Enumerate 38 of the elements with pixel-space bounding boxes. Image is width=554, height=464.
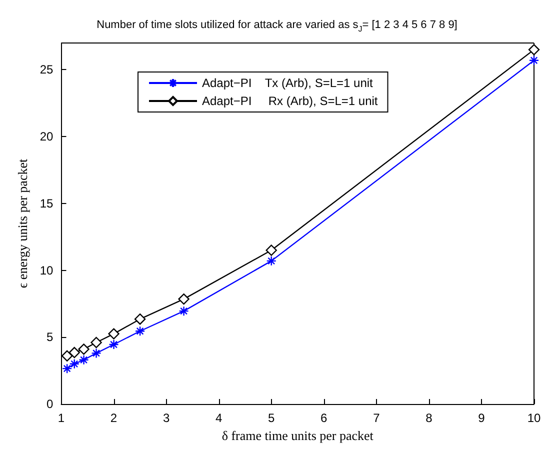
y-tick-label: 5 [46, 330, 54, 344]
x-tick-label: 8 [426, 411, 433, 425]
legend-label: Adapt−PI Tx (Arb), S=L=1 unit [202, 76, 374, 90]
x-axis-title: δ frame time units per packet [222, 428, 374, 443]
x-tick-label: 4 [215, 411, 222, 425]
legend-label: Adapt−PI Rx (Arb), S=L=1 unit [202, 94, 378, 108]
point [528, 55, 540, 66]
point [134, 314, 146, 325]
point [528, 44, 540, 56]
point [108, 328, 120, 340]
x-tick-label: 5 [268, 411, 276, 425]
point [61, 350, 73, 362]
point [178, 293, 190, 305]
point [90, 336, 102, 348]
point [178, 306, 189, 316]
point [108, 339, 119, 350]
y-axis-title: ϵ energy units per packet [15, 158, 30, 288]
point [78, 344, 90, 355]
x-tick-label: 6 [320, 411, 328, 425]
point [78, 354, 89, 365]
point [266, 256, 276, 266]
y-tick-label: 10 [40, 263, 54, 278]
y-tick-label: 0 [46, 397, 54, 411]
x-tick-label: 3 [162, 411, 170, 425]
x-tick-label: 2 [110, 411, 118, 425]
x-tick-label: 9 [478, 411, 486, 425]
point [69, 358, 80, 369]
point [91, 348, 102, 358]
x-tick-label: 7 [373, 411, 380, 425]
point [62, 363, 72, 374]
y-tick-label: 25 [40, 62, 54, 77]
point [266, 244, 277, 256]
y-tick-label: 15 [40, 196, 54, 210]
x-tick-label: 1 [58, 411, 65, 425]
y-tick-label: 20 [40, 130, 54, 144]
point [68, 346, 80, 358]
x-tick-label: 10 [527, 411, 541, 425]
point [134, 326, 146, 336]
